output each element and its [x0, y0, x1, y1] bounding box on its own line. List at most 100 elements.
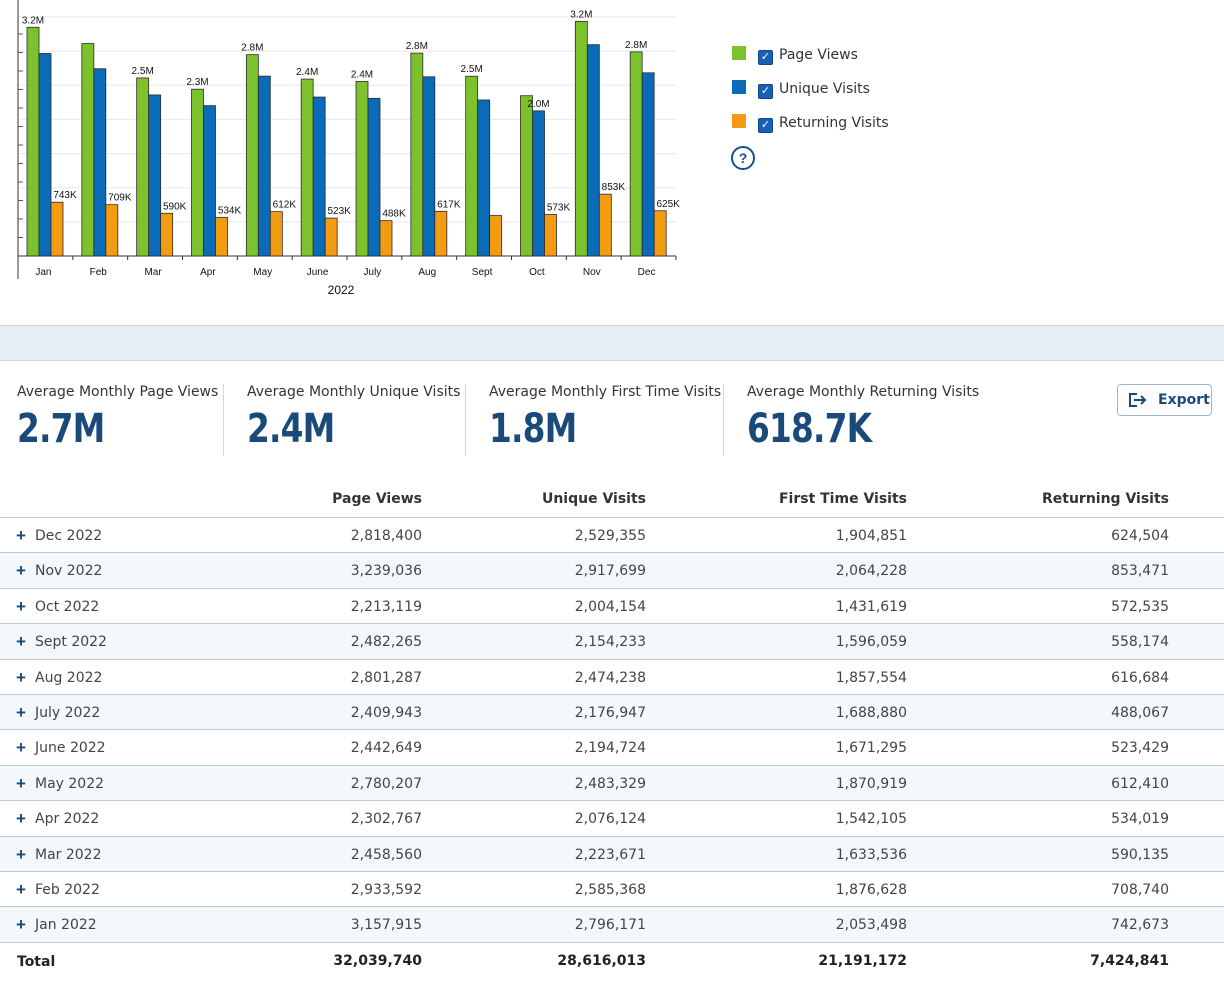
- data-label: 534K: [218, 205, 242, 216]
- bar-returning-visits: [598, 193, 612, 257]
- cell-first-time-visits: 1,596,059: [835, 634, 907, 651]
- bar-page-views: [191, 88, 204, 257]
- cell-returning-visits: 534,019: [1111, 811, 1169, 828]
- expand-plus-icon[interactable]: +: [16, 879, 26, 899]
- data-label: 488K: [382, 209, 406, 220]
- total-page-views: 32,039,740: [333, 952, 422, 969]
- row-month: Aug 2022: [35, 669, 103, 686]
- data-label: 709K: [108, 193, 132, 204]
- bar-unique-visits: [203, 105, 216, 257]
- cell-unique-visits: 2,194,724: [574, 740, 646, 757]
- legend-item-unique-visits[interactable]: ✓ Unique Visits: [730, 76, 1030, 110]
- data-label: 573K: [547, 203, 571, 214]
- data-label: 3.2M: [570, 9, 592, 20]
- kpi-label: Average Monthly Page Views: [17, 384, 219, 400]
- legend-item-page-views[interactable]: ✓ Page Views: [730, 42, 1030, 76]
- cell-unique-visits: 2,223,671: [574, 846, 646, 863]
- table-row[interactable]: + Feb 2022 2,933,592 2,585,368 1,876,628 708,…: [0, 872, 1224, 908]
- row-month: Apr 2022: [35, 811, 100, 828]
- cell-unique-visits: 2,176,947: [574, 704, 646, 721]
- kpi-value: 2.7M: [17, 406, 105, 452]
- expand-plus-icon[interactable]: +: [16, 738, 26, 758]
- cell-unique-visits: 2,474,238: [574, 669, 646, 686]
- expand-plus-icon[interactable]: +: [16, 667, 26, 687]
- expand-plus-icon[interactable]: +: [16, 809, 26, 829]
- table-row[interactable]: + Aug 2022 2,801,287 2,474,238 1,857,554 616,…: [0, 660, 1224, 695]
- monthly-visits-table: Page Views Unique Visits First Time Visi…: [0, 480, 1224, 979]
- cell-unique-visits: 2,917,699: [574, 563, 646, 580]
- cell-first-time-visits: 1,671,295: [835, 740, 907, 757]
- kpi-divider: [465, 384, 466, 456]
- table-row[interactable]: + July 2022 2,409,943 2,176,947 1,688,880 488…: [0, 694, 1224, 731]
- expand-plus-icon[interactable]: +: [16, 915, 26, 935]
- table-row[interactable]: + Oct 2022 2,213,119 2,004,154 1,431,619 572,…: [0, 589, 1224, 625]
- table-row[interactable]: + Nov 2022 3,239,036 2,917,699 2,064,228 853,…: [0, 553, 1224, 589]
- table-row[interactable]: + June 2022 2,442,649 2,194,724 1,671,295 523…: [0, 730, 1224, 766]
- cell-unique-visits: 2,076,124: [574, 811, 646, 828]
- bar-unique-visits: [257, 75, 271, 257]
- cell-first-time-visits: 1,542,105: [835, 811, 907, 828]
- bar-returning-visits: [544, 214, 557, 257]
- export-button[interactable]: Export: [1117, 384, 1212, 416]
- total-first-time-visits: 21,191,172: [818, 952, 907, 969]
- table-row[interactable]: + Jan 2022 3,157,915 2,796,171 2,053,498 742,…: [0, 907, 1224, 943]
- table-row[interactable]: + Apr 2022 2,302,767 2,076,124 1,542,105 534,…: [0, 801, 1224, 837]
- table-row[interactable]: + Sept 2022 2,482,265 2,154,233 1,596,059 558…: [0, 624, 1224, 660]
- expand-plus-icon[interactable]: +: [16, 561, 26, 581]
- legend-item-returning-visits[interactable]: ✓ Returning Visits: [730, 110, 1030, 144]
- table-row[interactable]: + Dec 2022 2,818,400 2,529,355 1,904,851 624,…: [0, 518, 1224, 554]
- expand-plus-icon[interactable]: +: [16, 773, 26, 793]
- checkbox-icon[interactable]: ✓: [758, 84, 773, 99]
- data-label: 612K: [273, 200, 297, 211]
- bar-page-views: [355, 81, 369, 257]
- column-header-first-time-visits[interactable]: First Time Visits: [778, 491, 907, 507]
- column-header-page-views[interactable]: Page Views: [332, 491, 422, 507]
- column-header-returning-visits[interactable]: Returning Visits: [1041, 491, 1169, 507]
- expand-plus-icon[interactable]: +: [16, 702, 26, 722]
- row-month: Feb 2022: [35, 881, 100, 898]
- bar-returning-visits: [324, 217, 338, 257]
- cell-returning-visits: 612,410: [1111, 775, 1169, 792]
- total-returning-visits: 7,424,841: [1090, 952, 1169, 969]
- legend-label: Returning Visits: [779, 115, 889, 131]
- data-label: 625K: [656, 199, 680, 210]
- data-label: 590K: [163, 201, 187, 212]
- checkbox-icon[interactable]: ✓: [758, 118, 773, 133]
- bar-returning-visits: [434, 210, 448, 257]
- section-divider-band: [0, 325, 1224, 361]
- data-label: 743K: [53, 190, 77, 201]
- row-month: Mar 2022: [35, 846, 102, 863]
- expand-plus-icon[interactable]: +: [16, 526, 26, 545]
- bar-page-views: [410, 52, 424, 257]
- cell-returning-visits: 742,673: [1111, 917, 1169, 934]
- bar-returning-visits: [50, 201, 64, 257]
- column-header-unique-visits[interactable]: Unique Visits: [541, 491, 646, 507]
- bar-unique-visits: [312, 96, 326, 257]
- table-row[interactable]: + May 2022 2,780,207 2,483,329 1,870,919 612,…: [0, 765, 1224, 802]
- export-icon: [1129, 393, 1147, 407]
- cell-returning-visits: 616,684: [1111, 669, 1169, 686]
- expand-plus-icon[interactable]: +: [16, 844, 26, 864]
- x-tick-label: May: [253, 267, 272, 278]
- cell-unique-visits: 2,585,368: [574, 881, 646, 898]
- cell-unique-visits: 2,154,233: [574, 634, 646, 651]
- checkbox-icon[interactable]: ✓: [758, 50, 773, 65]
- cell-page-views: 3,157,915: [350, 917, 422, 934]
- bar-returning-visits: [215, 216, 228, 257]
- bar-page-views: [81, 43, 95, 257]
- expand-plus-icon[interactable]: +: [16, 596, 26, 616]
- x-tick-label: Mar: [144, 267, 162, 278]
- bar-returning-visits: [653, 210, 667, 257]
- question-circle-icon[interactable]: ?: [731, 146, 755, 170]
- bar-returning-visits: [160, 212, 174, 257]
- cell-returning-visits: 708,740: [1111, 881, 1169, 898]
- cell-first-time-visits: 1,857,554: [835, 669, 907, 686]
- cell-first-time-visits: 1,876,628: [835, 881, 907, 898]
- bar-returning-visits: [489, 215, 503, 257]
- expand-plus-icon[interactable]: +: [16, 632, 26, 652]
- cell-first-time-visits: 1,633,536: [835, 846, 907, 863]
- cell-unique-visits: 2,004,154: [574, 598, 646, 615]
- cell-unique-visits: 2,483,329: [574, 775, 646, 792]
- table-row[interactable]: + Mar 2022 2,458,560 2,223,671 1,633,536 590,…: [0, 836, 1224, 872]
- data-label: 2.5M: [461, 64, 483, 75]
